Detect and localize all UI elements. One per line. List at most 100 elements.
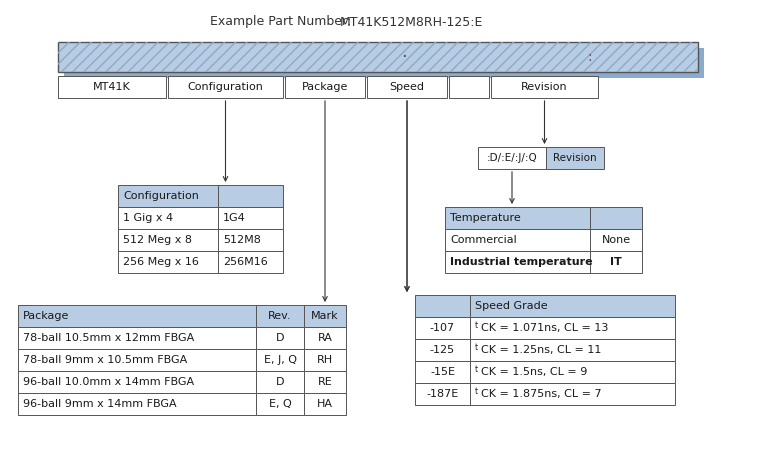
- Text: Configuration: Configuration: [187, 82, 264, 92]
- Bar: [415, 361, 470, 383]
- Text: 1 Gig x 4: 1 Gig x 4: [123, 213, 173, 223]
- Bar: [18, 349, 256, 371]
- Text: E, Q: E, Q: [268, 399, 291, 409]
- Text: 512M8: 512M8: [223, 235, 261, 245]
- Text: :: :: [587, 50, 591, 64]
- Text: -187E: -187E: [426, 389, 459, 399]
- Bar: [18, 305, 256, 327]
- Text: IT: IT: [610, 257, 622, 267]
- Bar: [590, 229, 642, 251]
- Text: Rev.: Rev.: [268, 311, 291, 321]
- Text: None: None: [601, 235, 631, 245]
- Text: 96-ball 9mm x 14mm FBGA: 96-ball 9mm x 14mm FBGA: [23, 399, 177, 409]
- Text: :D/:E/:J/:Q: :D/:E/:J/:Q: [487, 153, 537, 163]
- Text: MT41K512M8RH-125:E: MT41K512M8RH-125:E: [340, 15, 483, 29]
- Text: D: D: [276, 333, 284, 343]
- Bar: [218, 207, 283, 229]
- Text: 96-ball 10.0mm x 14mm FBGA: 96-ball 10.0mm x 14mm FBGA: [23, 377, 194, 387]
- Bar: [415, 317, 470, 339]
- Text: Revision: Revision: [553, 153, 597, 163]
- Text: -107: -107: [430, 323, 455, 333]
- Bar: [415, 295, 470, 317]
- Text: HA: HA: [317, 399, 333, 409]
- Text: Speed Grade: Speed Grade: [475, 301, 547, 311]
- Bar: [118, 185, 218, 207]
- Bar: [304, 349, 346, 371]
- Text: Commercial: Commercial: [450, 235, 517, 245]
- Bar: [18, 393, 256, 415]
- Bar: [445, 251, 590, 273]
- Bar: [546, 147, 604, 169]
- Bar: [256, 349, 304, 371]
- Text: CK = 1.875ns, CL = 7: CK = 1.875ns, CL = 7: [481, 389, 601, 399]
- Text: 512 Meg x 8: 512 Meg x 8: [123, 235, 192, 245]
- Bar: [415, 339, 470, 361]
- Text: t: t: [475, 321, 478, 329]
- Bar: [18, 327, 256, 349]
- Bar: [470, 339, 675, 361]
- Bar: [58, 42, 698, 72]
- Text: t: t: [475, 386, 478, 395]
- Bar: [470, 295, 675, 317]
- Bar: [64, 48, 704, 78]
- Bar: [470, 383, 675, 405]
- Bar: [445, 207, 590, 229]
- Bar: [18, 371, 256, 393]
- Bar: [470, 361, 675, 383]
- Text: Speed: Speed: [389, 82, 425, 92]
- Bar: [218, 251, 283, 273]
- Bar: [256, 305, 304, 327]
- Text: 78-ball 9mm x 10.5mm FBGA: 78-ball 9mm x 10.5mm FBGA: [23, 355, 187, 365]
- Bar: [491, 76, 598, 98]
- Text: MT41K: MT41K: [93, 82, 131, 92]
- Bar: [304, 393, 346, 415]
- Bar: [590, 207, 642, 229]
- Text: t: t: [475, 365, 478, 374]
- Bar: [304, 371, 346, 393]
- Text: 256M16: 256M16: [223, 257, 268, 267]
- Text: 78-ball 10.5mm x 12mm FBGA: 78-ball 10.5mm x 12mm FBGA: [23, 333, 194, 343]
- Text: -125: -125: [430, 345, 455, 355]
- Bar: [218, 185, 283, 207]
- Bar: [256, 393, 304, 415]
- Text: Package: Package: [23, 311, 69, 321]
- Bar: [256, 371, 304, 393]
- Text: 1G4: 1G4: [223, 213, 246, 223]
- Text: CK = 1.5ns, CL = 9: CK = 1.5ns, CL = 9: [481, 367, 588, 377]
- Bar: [168, 76, 283, 98]
- Text: 256 Meg x 16: 256 Meg x 16: [123, 257, 199, 267]
- Bar: [58, 76, 166, 98]
- Bar: [58, 42, 698, 72]
- Bar: [218, 229, 283, 251]
- Text: Package: Package: [301, 82, 348, 92]
- Bar: [285, 76, 365, 98]
- Text: RA: RA: [318, 333, 332, 343]
- Text: -15E: -15E: [430, 367, 455, 377]
- Text: E, J, Q: E, J, Q: [264, 355, 297, 365]
- Bar: [449, 76, 489, 98]
- Bar: [118, 207, 218, 229]
- Bar: [118, 229, 218, 251]
- Text: CK = 1.071ns, CL = 13: CK = 1.071ns, CL = 13: [481, 323, 608, 333]
- Bar: [478, 147, 546, 169]
- Bar: [415, 383, 470, 405]
- Bar: [256, 327, 304, 349]
- Text: D: D: [276, 377, 284, 387]
- Text: Industrial temperature: Industrial temperature: [450, 257, 593, 267]
- Bar: [445, 229, 590, 251]
- Text: Example Part Number:: Example Part Number:: [210, 15, 351, 29]
- Text: Mark: Mark: [311, 311, 338, 321]
- Text: t: t: [475, 342, 478, 352]
- Bar: [590, 251, 642, 273]
- Text: Configuration: Configuration: [123, 191, 199, 201]
- Text: CK = 1.25ns, CL = 11: CK = 1.25ns, CL = 11: [481, 345, 601, 355]
- Text: RE: RE: [318, 377, 332, 387]
- Bar: [304, 327, 346, 349]
- Text: RH: RH: [317, 355, 333, 365]
- Text: Temperature: Temperature: [450, 213, 520, 223]
- Bar: [470, 317, 675, 339]
- Bar: [118, 251, 218, 273]
- Text: Revision: Revision: [521, 82, 567, 92]
- Bar: [367, 76, 447, 98]
- Text: ·: ·: [401, 48, 406, 66]
